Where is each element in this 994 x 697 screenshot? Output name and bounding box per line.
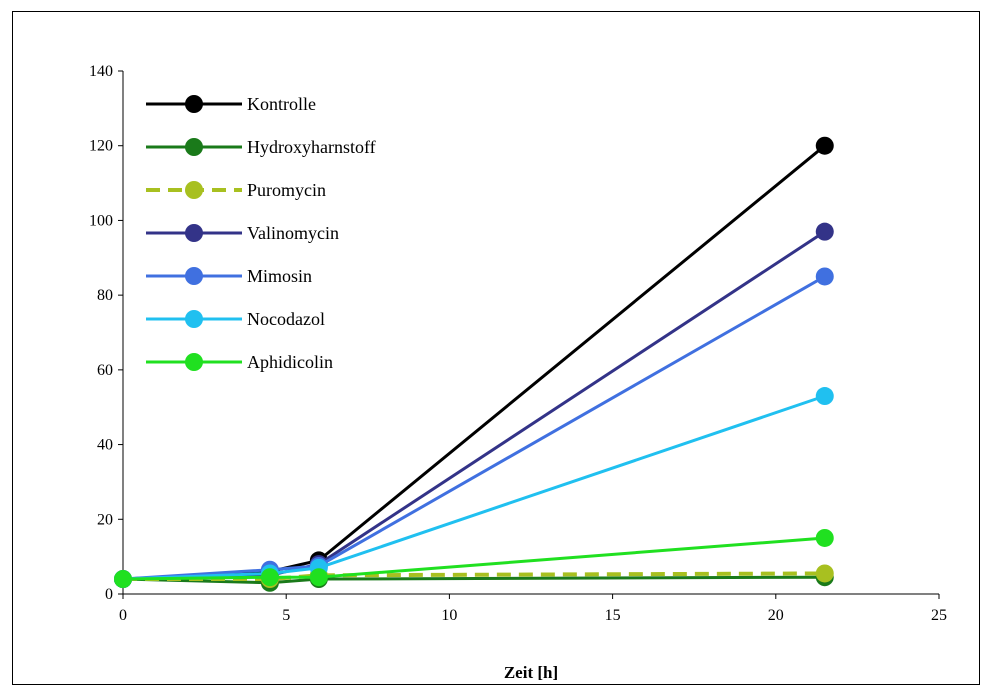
- y-tick-label: 60: [97, 362, 113, 379]
- legend-label: Hydroxyharnstoff: [247, 137, 376, 157]
- x-tick-label: 15: [605, 607, 621, 624]
- series-line: [123, 232, 825, 579]
- y-tick-label: 20: [97, 511, 113, 528]
- y-tick-label: 0: [105, 586, 113, 603]
- legend-item: Kontrolle: [146, 94, 316, 114]
- data-point: [816, 564, 834, 582]
- x-tick-label: 10: [441, 607, 457, 624]
- y-tick-label: 80: [97, 287, 113, 304]
- x-axis-title: Zeit [h]: [504, 663, 558, 682]
- x-tick-label: 5: [282, 607, 290, 624]
- y-tick-label: 140: [89, 63, 113, 80]
- data-point: [816, 267, 834, 285]
- legend-label: Kontrolle: [247, 94, 316, 114]
- legend-item: Mimosin: [146, 266, 312, 286]
- data-point: [816, 529, 834, 547]
- legend-label: Puromycin: [247, 180, 326, 200]
- legend-item: Aphidicolin: [146, 352, 333, 372]
- y-tick-label: 100: [89, 212, 113, 229]
- legend-item: Puromycin: [146, 180, 326, 200]
- legend-label: Aphidicolin: [247, 352, 333, 372]
- y-tick-label: 120: [89, 138, 113, 155]
- data-point: [261, 568, 279, 586]
- legend-label: Valinomycin: [247, 223, 339, 243]
- legend-marker: [185, 138, 203, 156]
- legend-item: Nocodazol: [146, 309, 325, 329]
- legend-marker: [185, 224, 203, 242]
- data-point: [816, 223, 834, 241]
- x-tick-label: 25: [931, 607, 947, 624]
- legend-label: Nocodazol: [247, 309, 325, 329]
- series-nocodazol: [114, 387, 834, 588]
- x-tick-label: 0: [119, 607, 127, 624]
- series-mimosin: [114, 267, 834, 588]
- data-point: [816, 387, 834, 405]
- line-chart: 0 20 40 60 80 100 120 140 0 5 10 15 20 25 Kontrolle Hy…: [13, 12, 979, 684]
- series-line: [123, 276, 825, 579]
- data-point: [114, 570, 132, 588]
- x-tick-label: 20: [768, 607, 784, 624]
- legend-item: Hydroxyharnstoff: [146, 137, 376, 157]
- series-layer: [114, 137, 834, 592]
- y-tick-label: 40: [97, 437, 113, 454]
- legend-marker: [185, 267, 203, 285]
- legend-item: Valinomycin: [146, 223, 339, 243]
- legend: Kontrolle Hydroxyharnstoff Puromycin Valino…: [146, 94, 376, 372]
- legend-label: Mimosin: [247, 266, 312, 286]
- data-point: [816, 137, 834, 155]
- legend-marker: [185, 95, 203, 113]
- legend-marker: [185, 181, 203, 199]
- data-point: [310, 568, 328, 586]
- series-line: [123, 396, 825, 579]
- legend-marker: [185, 310, 203, 328]
- legend-marker: [185, 353, 203, 371]
- chart-frame: 0 20 40 60 80 100 120 140 0 5 10 15 20 25 Kontrolle Hy…: [12, 11, 980, 685]
